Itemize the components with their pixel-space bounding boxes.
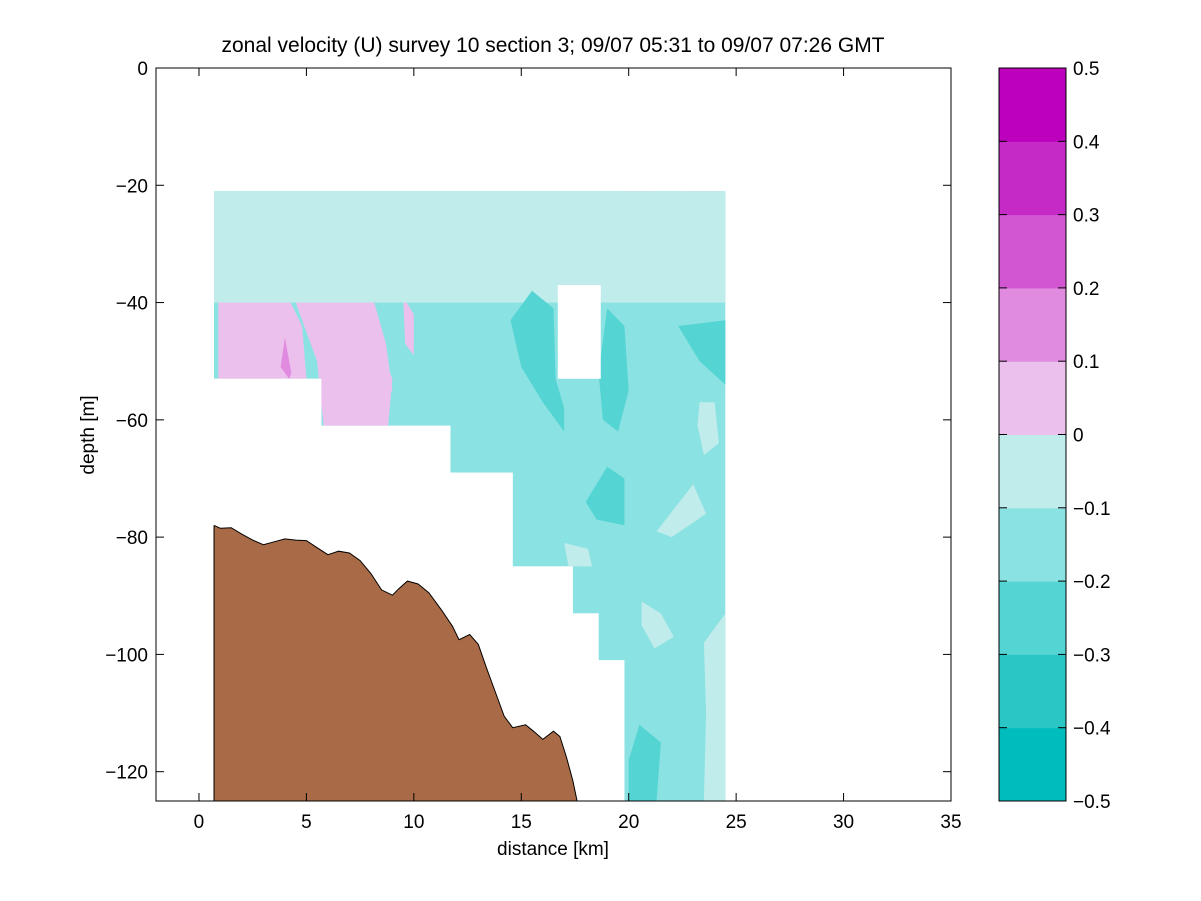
- colorbar-tick-label: 0.4: [1073, 132, 1100, 153]
- chart-title: zonal velocity (U) survey 10 section 3; …: [221, 34, 884, 57]
- missing-data-gap: [557, 284, 601, 379]
- contour-patch: [641, 601, 674, 649]
- colorbar-band: [999, 507, 1066, 582]
- contour-patch: [510, 290, 565, 432]
- y-tick-label: −80: [116, 528, 148, 549]
- contour-patch: [678, 320, 726, 385]
- x-axis-label: distance [km]: [497, 839, 609, 860]
- y-tick-label: 0: [137, 59, 148, 80]
- colorbar-tick-label: 0.2: [1073, 279, 1099, 300]
- colorbar-band: [999, 434, 1066, 509]
- colorbar-band: [999, 68, 1066, 142]
- bathymetry-layer: [213, 524, 578, 801]
- contour-patch: [214, 191, 726, 303]
- colorbar-tick-label: −0.2: [1073, 572, 1111, 593]
- colorbar-tick-label: 0: [1073, 426, 1084, 447]
- y-tick-label: −100: [105, 645, 148, 666]
- x-tick-label: 15: [511, 812, 532, 833]
- contour-patch: [280, 337, 292, 379]
- colorbar-band: [999, 214, 1066, 289]
- colorbar-tick-label: 0.3: [1073, 206, 1099, 227]
- x-tick-label: 35: [940, 812, 961, 833]
- colorbar-band: [999, 287, 1066, 362]
- contour-patch: [656, 484, 707, 538]
- contour-patch: [349, 290, 393, 409]
- plot-area: [213, 191, 726, 801]
- x-axis-ticks: 0 5 10 15 20 25 30 35: [194, 68, 962, 833]
- colorbar-band: [999, 361, 1066, 435]
- y-tick-label: −40: [116, 294, 148, 315]
- colorbar-band: [999, 654, 1066, 729]
- contour-patch: [564, 543, 593, 567]
- y-axis-ticks: 0 −20 −40 −60 −80 −100 −120: [105, 59, 951, 784]
- colorbar-tick-label: −0.5: [1073, 792, 1111, 813]
- contour-patch: [403, 296, 414, 356]
- axes-box: [155, 67, 952, 802]
- colorbar-tick-label: −0.4: [1073, 719, 1111, 740]
- colorbar-band: [999, 727, 1066, 802]
- contour-patch: [697, 402, 719, 455]
- y-tick-label: −120: [105, 763, 148, 784]
- colorbar-tick-label: −0.3: [1073, 645, 1111, 666]
- x-tick-label: 30: [833, 812, 854, 833]
- colorbar-tick-label: 0.5: [1073, 59, 1099, 80]
- axes-frame: [155, 67, 952, 802]
- colorbar: −0.5 −0.4 −0.3 −0.2 −0.1 0 0.1 0.2 0.3 0.4 0.5: [998, 59, 1111, 813]
- colorbar-tick-label: 0.1: [1073, 352, 1099, 373]
- bathymetry-fill: [214, 525, 578, 801]
- gap-layer: [557, 284, 601, 379]
- x-tick-label: 0: [194, 812, 205, 833]
- x-tick-label: 20: [618, 812, 639, 833]
- colorbar-tick-label: −0.1: [1073, 499, 1111, 520]
- x-tick-label: 5: [301, 812, 312, 833]
- bathymetry-outline: [213, 524, 578, 801]
- x-tick-label: 10: [403, 812, 424, 833]
- contour-patch: [703, 613, 726, 801]
- colorbar-band: [999, 581, 1066, 655]
- contour-patch: [585, 466, 625, 526]
- x-tick-label: 25: [726, 812, 747, 833]
- contour-patch: [628, 724, 661, 801]
- y-tick-label: −20: [116, 176, 148, 197]
- contour-patch: [598, 308, 629, 432]
- y-tick-label: −60: [116, 411, 148, 432]
- colorbar-band: [999, 141, 1066, 216]
- y-axis-label: depth [m]: [78, 395, 99, 474]
